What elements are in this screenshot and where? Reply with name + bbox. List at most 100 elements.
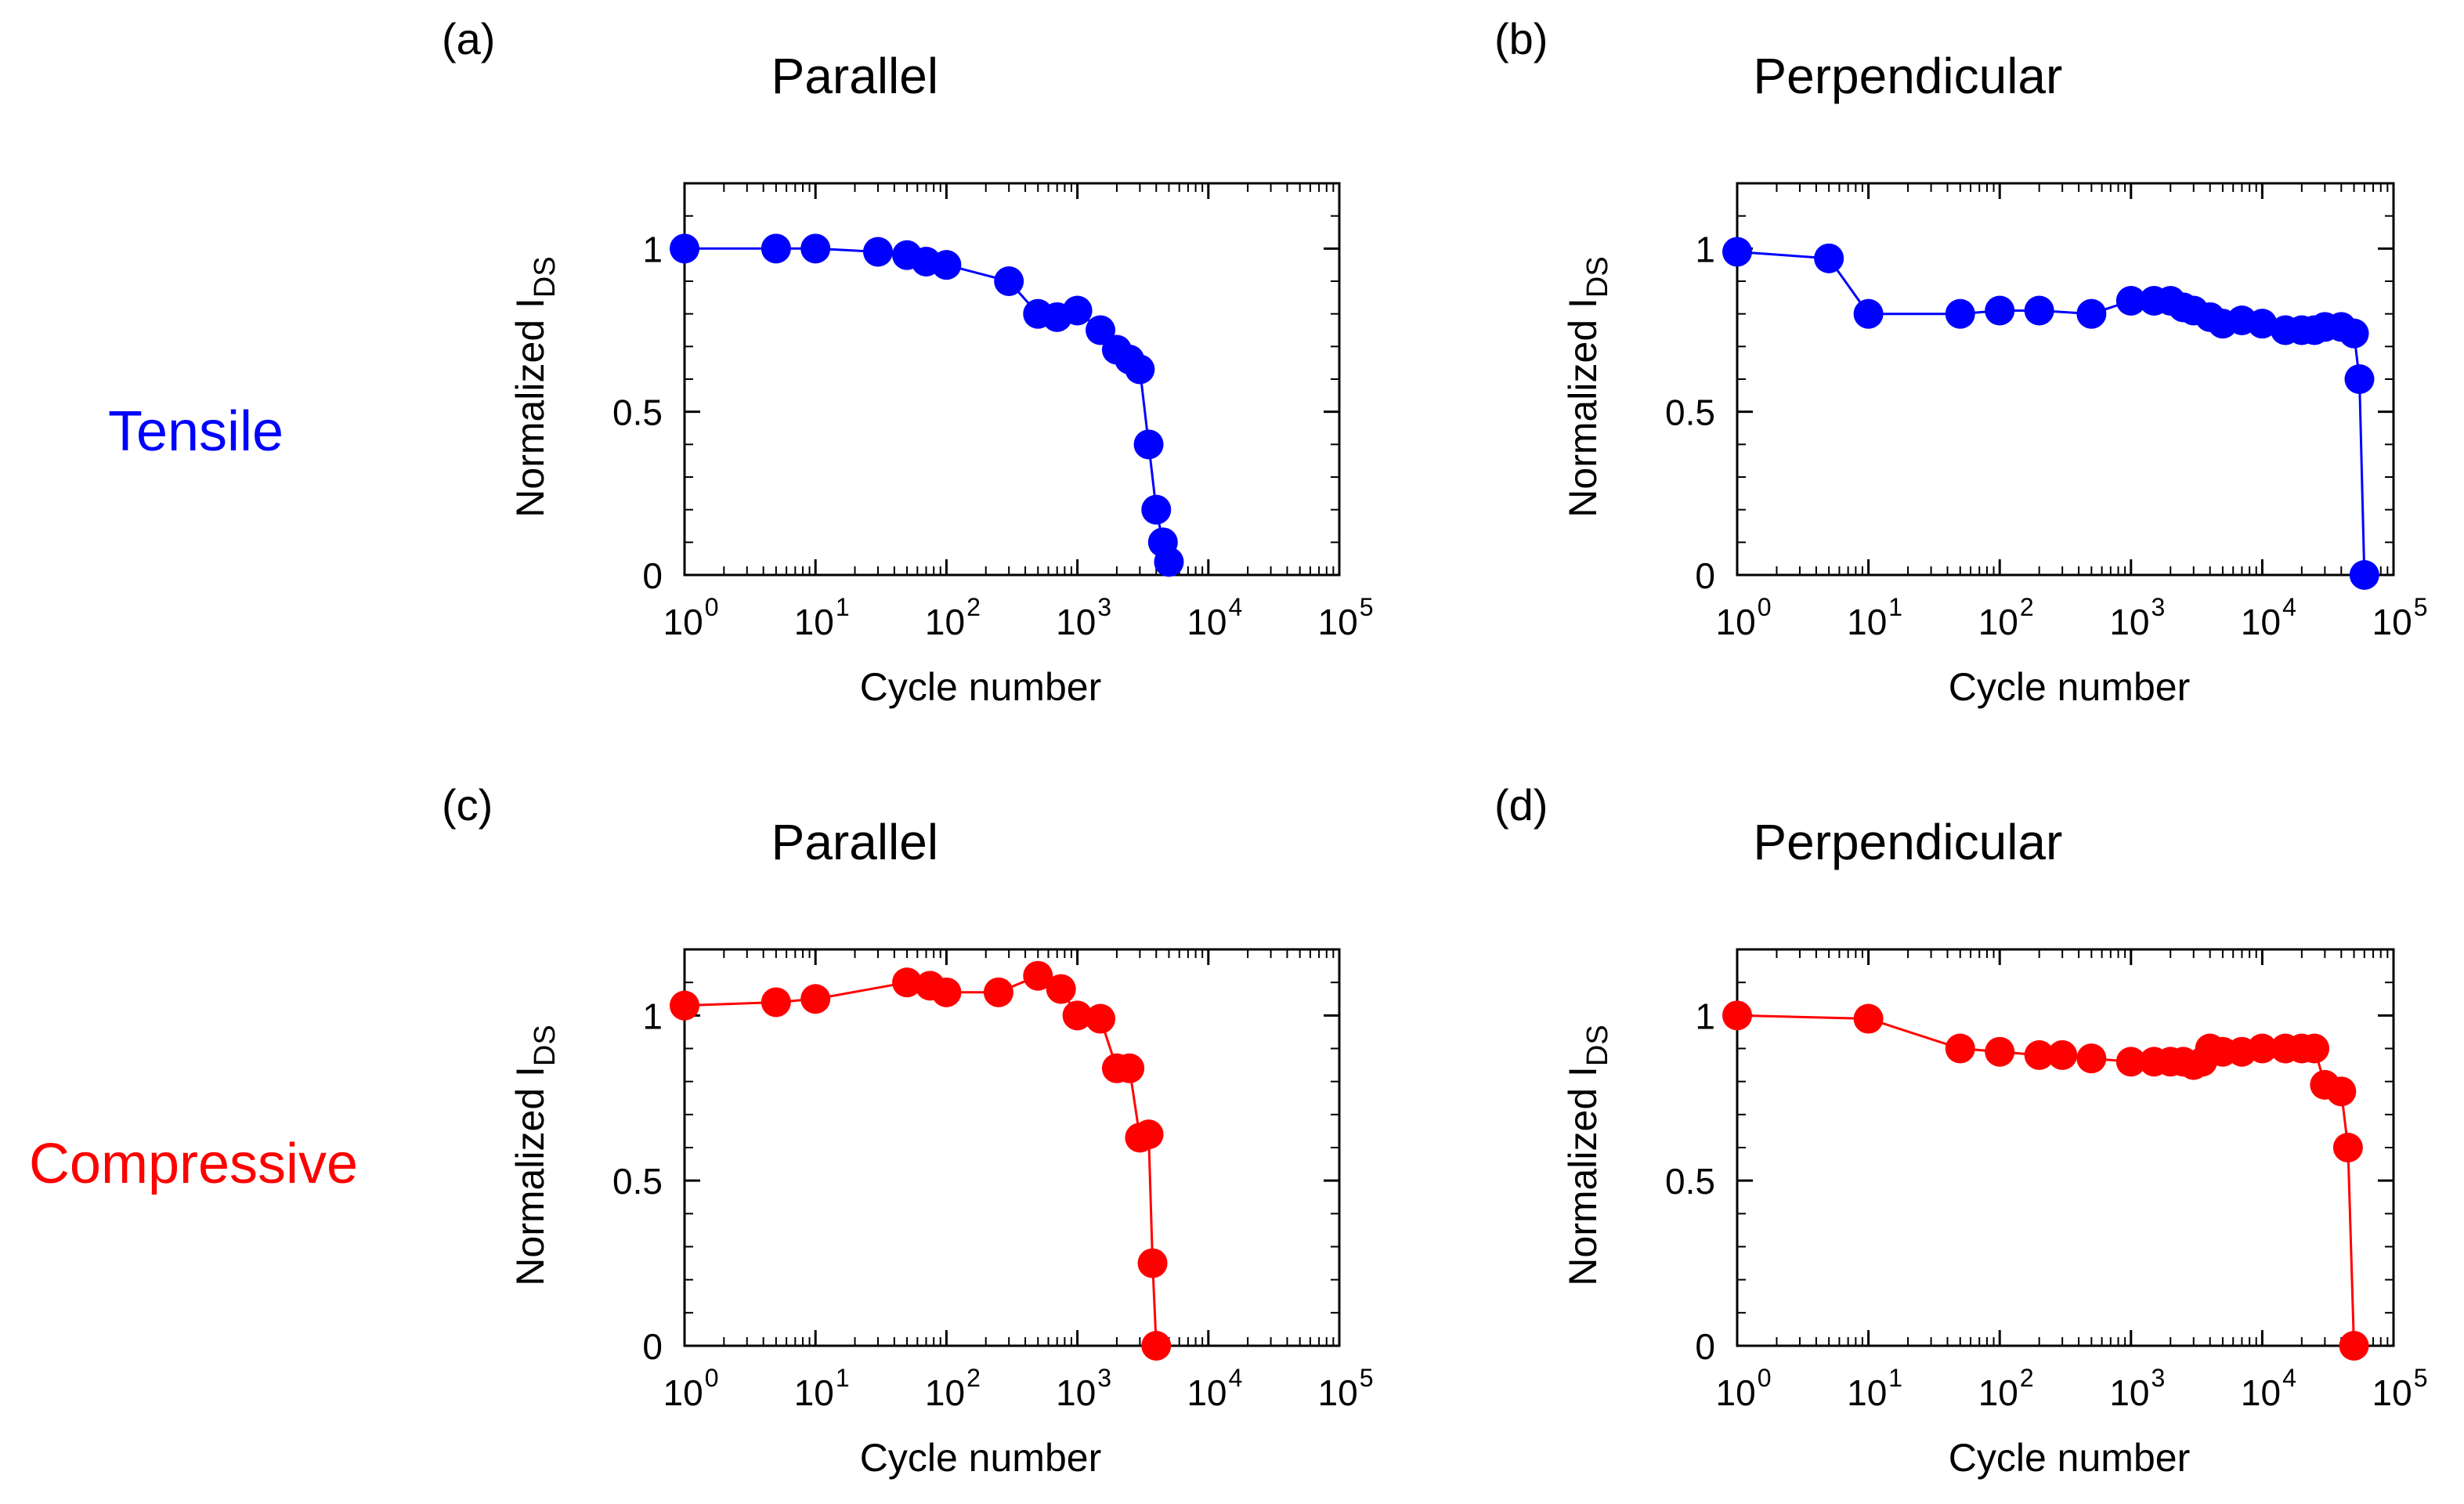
- x-tick-label: 104: [2241, 1364, 2296, 1413]
- y-tick-label: 1: [642, 996, 663, 1036]
- x-tick-base: 10: [663, 602, 703, 642]
- x-tick-label: 104: [2241, 593, 2296, 642]
- data-point: [2024, 1039, 2054, 1070]
- x-tick-label: 100: [663, 1364, 719, 1413]
- data-point: [994, 266, 1024, 296]
- x-tick-exponent: 0: [1758, 593, 1772, 621]
- x-tick-base: 10: [1978, 602, 2018, 642]
- x-tick-exponent: 0: [705, 1364, 719, 1392]
- x-tick-base: 10: [2372, 602, 2412, 642]
- y-tick-label: 0.5: [612, 1161, 663, 1202]
- x-tick-exponent: 2: [2020, 593, 2034, 621]
- y-axis-label-main: Normalized I: [508, 298, 552, 518]
- data-point: [2339, 1331, 2369, 1361]
- data-point: [800, 233, 831, 264]
- x-tick-exponent: 5: [2414, 1364, 2428, 1392]
- data-point: [2349, 560, 2379, 590]
- data-point: [1125, 354, 1155, 385]
- x-tick-exponent: 4: [1228, 593, 1242, 621]
- panel-label: (c): [442, 780, 493, 830]
- x-tick-base: 10: [2109, 1372, 2149, 1413]
- x-tick-label: 103: [1056, 1364, 1111, 1413]
- data-point: [1853, 298, 1884, 329]
- panel-label: (d): [1494, 780, 1548, 830]
- data-point: [1046, 974, 1076, 1004]
- data-point: [2344, 364, 2375, 394]
- panel-label: (a): [442, 14, 495, 63]
- x-tick-label: 101: [794, 593, 850, 642]
- y-axis-label: Normalized IDS: [508, 1025, 562, 1285]
- y-tick-label: 0: [642, 555, 663, 596]
- x-tick-base: 10: [1716, 602, 1756, 642]
- plot-frame: [1736, 182, 2395, 577]
- x-axis-label: Cycle number: [1949, 1436, 2190, 1480]
- y-axis-label: Normalized IDS: [1561, 256, 1614, 517]
- x-axis-label: Cycle number: [1949, 665, 2190, 709]
- data-point: [2300, 1033, 2330, 1064]
- x-tick-base: 10: [1847, 602, 1887, 642]
- data-point: [670, 233, 699, 264]
- data-point: [761, 233, 791, 264]
- data-point: [1086, 315, 1116, 345]
- y-tick-label: 1: [1695, 229, 1715, 269]
- x-tick-label: 103: [2109, 1364, 2165, 1413]
- x-tick-label: 103: [2109, 593, 2165, 642]
- x-tick-exponent: 2: [2020, 1364, 2034, 1392]
- data-point: [2332, 1133, 2363, 1162]
- x-tick-exponent: 0: [1758, 1364, 1772, 1392]
- data-point: [1141, 1331, 1172, 1361]
- x-tick-exponent: 3: [2151, 593, 2165, 621]
- data-point: [1115, 1053, 1145, 1083]
- data-point: [1023, 960, 1053, 991]
- x-tick-base: 10: [2372, 1372, 2412, 1413]
- y-tick-label: 1: [1695, 996, 1715, 1036]
- data-point: [892, 967, 923, 998]
- x-tick-exponent: 4: [2282, 1364, 2296, 1392]
- x-tick-base: 10: [925, 1372, 965, 1413]
- series-line: [1736, 251, 2366, 576]
- y-axis-label-subscript: DS: [1581, 256, 1614, 298]
- x-tick-label: 105: [2372, 1364, 2428, 1413]
- data-point: [1141, 494, 1172, 525]
- data-point: [1133, 429, 1164, 460]
- x-tick-label: 102: [1978, 1364, 2034, 1413]
- x-tick-label: 100: [663, 593, 719, 642]
- x-tick-exponent: 2: [966, 1364, 981, 1392]
- data-point: [983, 977, 1013, 1007]
- x-tick-base: 10: [2241, 602, 2281, 642]
- x-tick-exponent: 5: [2414, 593, 2428, 621]
- x-tick-exponent: 3: [1097, 593, 1111, 621]
- data-point: [2024, 295, 2054, 326]
- x-tick-label: 104: [1187, 593, 1242, 642]
- x-tick-label: 102: [925, 593, 981, 642]
- x-tick-exponent: 5: [1360, 593, 1374, 621]
- x-tick-label: 105: [2372, 593, 2428, 642]
- row-label-compressive: Compressive: [29, 1133, 358, 1195]
- y-axis-label-subscript: DS: [529, 256, 562, 298]
- y-axis-label: Normalized IDS: [1561, 1025, 1614, 1285]
- x-tick-base: 10: [794, 1372, 834, 1413]
- x-tick-label: 105: [1318, 1364, 1374, 1413]
- y-tick-label: 0: [1695, 1326, 1715, 1367]
- data-point: [1086, 1003, 1116, 1034]
- x-tick-base: 10: [1187, 602, 1227, 642]
- x-tick-base: 10: [1847, 1372, 1887, 1413]
- x-tick-exponent: 0: [705, 593, 719, 621]
- x-tick-base: 10: [2109, 602, 2149, 642]
- x-tick-base: 10: [1056, 602, 1096, 642]
- chart-title: Perpendicular: [1753, 814, 2062, 870]
- data-point: [2326, 1076, 2357, 1107]
- x-tick-base: 10: [663, 1372, 703, 1413]
- x-axis-label: Cycle number: [860, 1436, 1101, 1480]
- data-point: [1722, 1000, 1752, 1031]
- data-point: [800, 984, 831, 1014]
- x-tick-label: 101: [1847, 593, 1902, 642]
- series-line: [685, 247, 1170, 562]
- y-tick-label: 0.5: [1665, 392, 1715, 433]
- x-tick-base: 10: [1056, 1372, 1096, 1413]
- plot-frame: [1736, 948, 2395, 1347]
- chart-title: Perpendicular: [1753, 48, 2062, 104]
